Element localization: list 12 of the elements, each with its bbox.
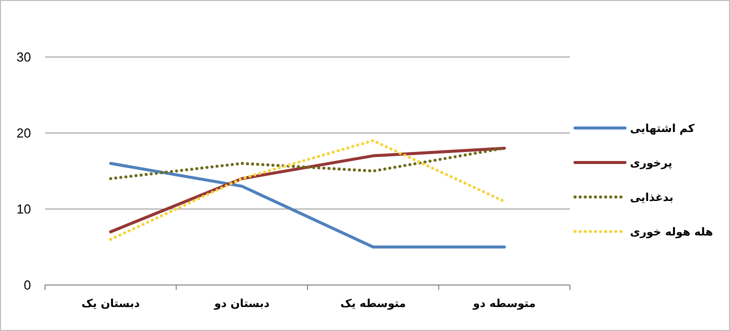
y-tick-label: 10 [16,202,31,216]
x-tick-label: متوسطه دو [472,297,536,310]
y-tick-label: 20 [16,126,31,140]
legend-label: بدغذایی [630,191,674,204]
legend-label: پرخوری [630,156,672,170]
legend-label: کم اشتهایی [630,122,696,135]
x-tick-label: دبستان یک [82,297,140,310]
x-tick-label: متوسطه یک [340,297,406,310]
y-tick-label: 30 [16,50,31,64]
y-tick-label: 0 [24,278,31,292]
legend-label: هله هوله خوری [630,226,714,238]
x-tick-label: دبستان دو [213,297,270,310]
